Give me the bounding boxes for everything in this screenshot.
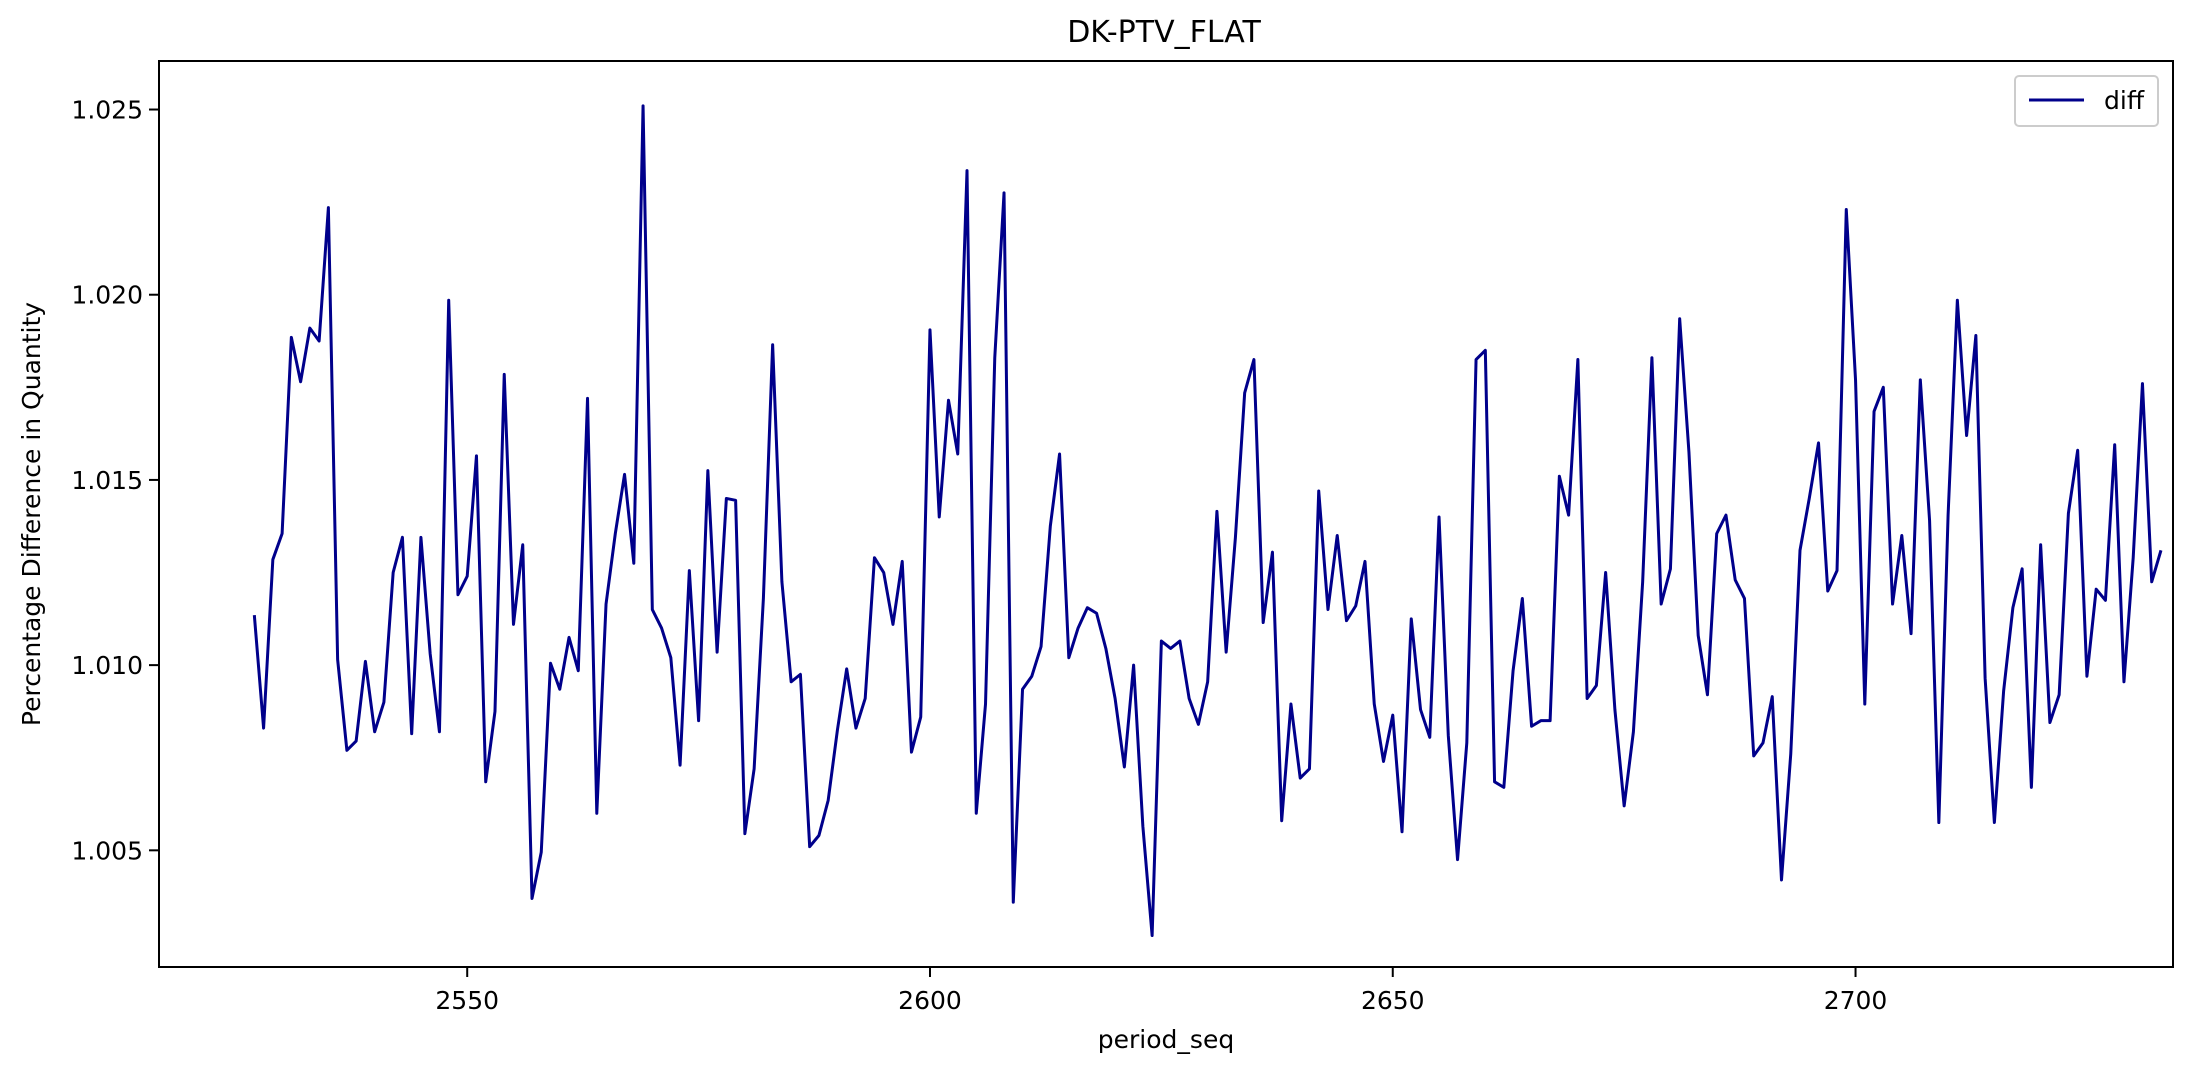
x-tick-label: 2700 [1824, 986, 1888, 1015]
y-axis-ticks: 1.005 1.010 1.015 1.020 1.025 [71, 96, 159, 865]
series-line-diff [252, 104, 2163, 938]
x-axis-ticks: 2550 2600 2650 2700 [435, 967, 1887, 1015]
y-tick-label: 1.005 [71, 836, 143, 865]
x-tick-label: 2550 [435, 986, 499, 1015]
x-tick-label: 2600 [898, 986, 962, 1015]
y-tick-label: 1.020 [71, 281, 143, 310]
y-axis-label: Percentage Difference in Quantity [17, 302, 46, 726]
y-tick-label: 1.010 [71, 651, 143, 680]
plot-area-frame [158, 60, 2174, 968]
y-tick-label: 1.015 [71, 466, 143, 495]
legend-label: diff [2104, 86, 2145, 115]
chart-title: DK-PTV_FLAT [1067, 15, 1261, 50]
series-lines [252, 104, 2163, 938]
x-tick-label: 2650 [1361, 986, 1425, 1015]
legend-frame [2014, 75, 2159, 127]
y-tick-label: 1.025 [71, 96, 143, 125]
legend: diff [2014, 75, 2159, 127]
x-axis-label: period_seq [1098, 1025, 1234, 1054]
